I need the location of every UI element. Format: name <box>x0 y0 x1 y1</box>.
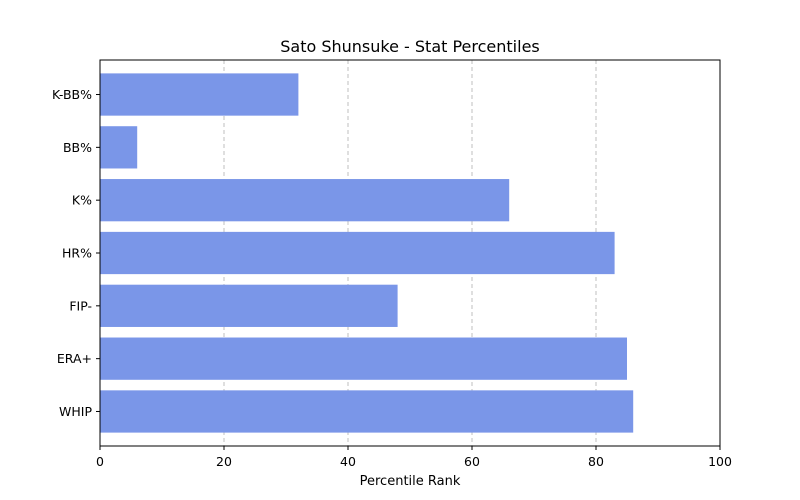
x-tick-label: 80 <box>588 454 604 469</box>
x-tick-label: 100 <box>708 454 732 469</box>
bar-bb- <box>100 126 138 169</box>
x-tick-label: 20 <box>216 454 232 469</box>
y-tick-label: BB% <box>63 140 92 155</box>
bar-whip <box>100 390 634 433</box>
y-tick-label: K-BB% <box>52 87 92 102</box>
y-tick-label: HR% <box>62 246 92 261</box>
y-axis: WHIP ERA+ FIP- HR% K% BB% K-BB% <box>52 87 100 419</box>
x-axis-title: Percentile Rank <box>360 474 461 489</box>
bar-fip- <box>100 284 398 327</box>
bars <box>100 73 634 433</box>
bar-k-bb- <box>100 73 299 116</box>
y-tick-label: FIP- <box>69 298 92 313</box>
y-tick-label: ERA+ <box>57 351 92 366</box>
x-tick-label: 60 <box>464 454 480 469</box>
x-tick-label: 0 <box>96 454 104 469</box>
chart-title: Sato Shunsuke - Stat Percentiles <box>280 37 540 56</box>
bar-era- <box>100 337 627 380</box>
bar-hr- <box>100 231 615 275</box>
bar-k- <box>100 179 510 222</box>
y-tick-label: K% <box>72 193 92 208</box>
x-axis: 0 20 40 60 80 100 <box>96 446 732 469</box>
y-tick-label: WHIP <box>59 404 92 419</box>
x-tick-label: 40 <box>340 454 356 469</box>
